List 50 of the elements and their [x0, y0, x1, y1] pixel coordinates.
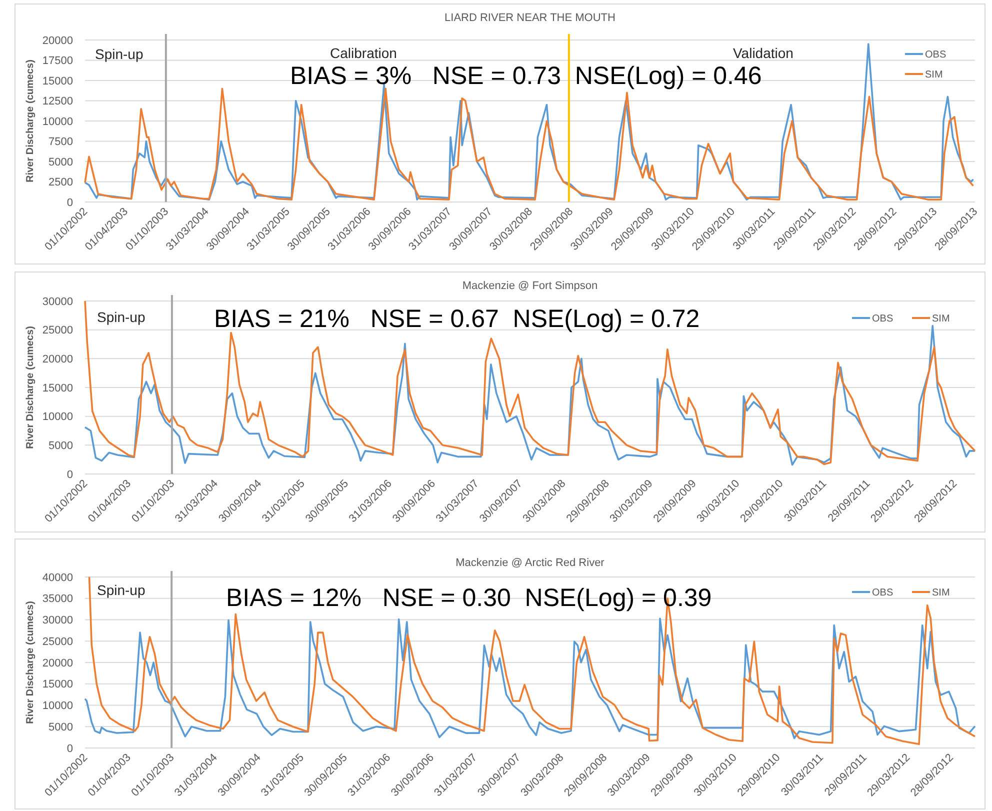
y-tick-label: 35000	[42, 593, 73, 606]
y-tick-label: 25000	[42, 324, 73, 337]
annotation: Spin-up	[97, 309, 146, 325]
y-tick-label: 0	[66, 742, 73, 755]
y-tick-label: 5000	[48, 440, 73, 452]
legend-label: OBS	[872, 588, 894, 598]
y-tick-label: 5000	[48, 721, 73, 734]
y-tick-label: 7500	[48, 136, 73, 148]
y-tick-label: 30000	[42, 614, 73, 627]
y-tick-label: 20000	[42, 34, 73, 47]
y-axis-title: River Discharge (cumecs)	[25, 601, 36, 724]
y-tick-label: 17500	[42, 55, 73, 68]
annotation: Spin-up	[95, 46, 144, 62]
chart-title: Mackenzie @ Fort Simpson	[462, 280, 598, 292]
y-tick-label: 15000	[42, 678, 73, 691]
y-tick-label: 20000	[42, 657, 73, 670]
chart-title: Mackenzie @ Arctic Red River	[456, 557, 605, 569]
y-tick-label: 10000	[42, 700, 73, 712]
legend-label: OBS	[872, 314, 894, 324]
line-series	[84, 300, 976, 466]
annotation: BIAS = 3% NSE = 0.73 NSE(Log) = 0.46	[290, 62, 762, 90]
y-tick-label: 15000	[42, 382, 73, 394]
legend-label: OBS	[925, 50, 946, 60]
line-series	[84, 618, 976, 740]
y-axis-title: River Discharge (cumecs)	[25, 60, 36, 182]
y-axis-title: River Discharge (cumecs)	[25, 326, 36, 449]
annotation: Validation	[733, 45, 794, 61]
y-tick-label: 10000	[42, 116, 73, 128]
y-tick-label: 15000	[42, 75, 73, 88]
y-tick-label: 20000	[42, 354, 73, 366]
line-series	[88, 576, 976, 746]
line-series	[84, 88, 974, 200]
legend-label: SIM	[925, 70, 943, 80]
y-tick-label: 40000	[42, 572, 73, 584]
y-tick-label: 5000	[48, 156, 73, 168]
legend-label: SIM	[932, 314, 950, 324]
annotation: BIAS = 21% NSE = 0.67 NSE(Log) = 0.72	[214, 305, 700, 333]
y-tick-label: 12500	[42, 96, 73, 108]
line-series	[84, 43, 974, 200]
y-tick-label: 10000	[42, 411, 73, 424]
chart-title: LIARD RIVER NEAR THE MOUTH	[444, 12, 616, 24]
y-tick-label: 0	[66, 196, 73, 209]
annotation: BIAS = 12% NSE = 0.30 NSE(Log) = 0.39	[226, 584, 712, 612]
annotation: Calibration	[330, 45, 397, 61]
y-tick-label: 25000	[42, 636, 73, 648]
y-tick-label: 2500	[48, 176, 73, 189]
y-tick-label: 30000	[42, 296, 73, 308]
legend-label: SIM	[932, 588, 950, 598]
annotation: Spin-up	[97, 582, 146, 598]
y-tick-label: 0	[66, 468, 73, 481]
